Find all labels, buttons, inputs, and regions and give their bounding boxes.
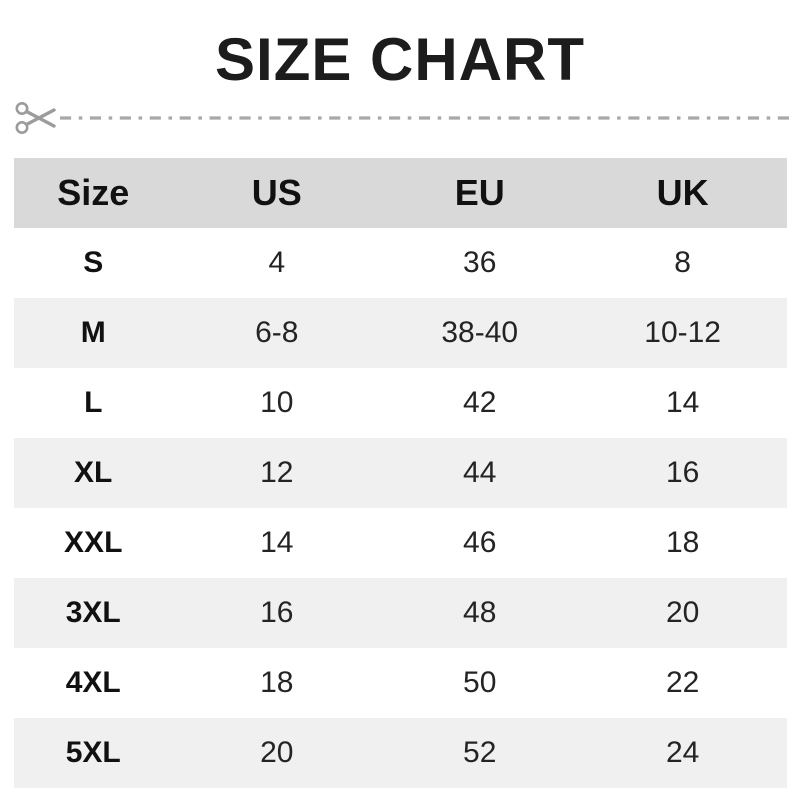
table-row: S 4 36 8 [14, 228, 787, 298]
us-cell: 12 [172, 438, 382, 508]
uk-cell: 14 [578, 368, 787, 438]
us-cell: 4 [172, 228, 382, 298]
dashed-line [60, 116, 790, 120]
eu-cell: 44 [381, 438, 579, 508]
eu-cell: 48 [381, 578, 579, 648]
header-cell-us: US [172, 158, 382, 228]
us-cell: 18 [172, 648, 382, 718]
eu-cell: 52 [381, 718, 579, 788]
size-cell: L [14, 368, 173, 438]
size-chart-table: Size US EU UK S 4 36 8 M 6-8 38-40 10-12… [14, 158, 787, 788]
size-cell: XXL [14, 508, 173, 578]
header-cell-eu: EU [381, 158, 579, 228]
size-cell: 5XL [14, 718, 173, 788]
table-row: XL 12 44 16 [14, 438, 787, 508]
uk-cell: 10-12 [578, 298, 787, 368]
table-row: 4XL 18 50 22 [14, 648, 787, 718]
table-row: 5XL 20 52 24 [14, 718, 787, 788]
uk-cell: 8 [578, 228, 787, 298]
us-cell: 20 [172, 718, 382, 788]
us-cell: 6-8 [172, 298, 382, 368]
eu-cell: 42 [381, 368, 579, 438]
uk-cell: 24 [578, 718, 787, 788]
eu-cell: 38-40 [381, 298, 579, 368]
table-row: XXL 14 46 18 [14, 508, 787, 578]
size-cell: 4XL [14, 648, 173, 718]
eu-cell: 36 [381, 228, 579, 298]
us-cell: 14 [172, 508, 382, 578]
us-cell: 16 [172, 578, 382, 648]
page-title: SIZE CHART [215, 26, 585, 93]
uk-cell: 16 [578, 438, 787, 508]
header-cell-uk: UK [578, 158, 787, 228]
table-row: L 10 42 14 [14, 368, 787, 438]
eu-cell: 46 [381, 508, 579, 578]
eu-cell: 50 [381, 648, 579, 718]
uk-cell: 18 [578, 508, 787, 578]
uk-cell: 22 [578, 648, 787, 718]
size-cell: XL [14, 438, 173, 508]
table-row: 3XL 16 48 20 [14, 578, 787, 648]
table-header-row: Size US EU UK [14, 158, 787, 228]
us-cell: 10 [172, 368, 382, 438]
table-row: M 6-8 38-40 10-12 [14, 298, 787, 368]
size-table-body: S 4 36 8 M 6-8 38-40 10-12 L 10 42 14 XL… [14, 228, 787, 788]
size-cell: S [14, 228, 173, 298]
uk-cell: 20 [578, 578, 787, 648]
cut-line-divider [14, 98, 790, 138]
header-cell-size: Size [14, 158, 173, 228]
size-cell: 3XL [14, 578, 173, 648]
size-cell: M [14, 298, 173, 368]
scissors-icon [15, 102, 56, 134]
